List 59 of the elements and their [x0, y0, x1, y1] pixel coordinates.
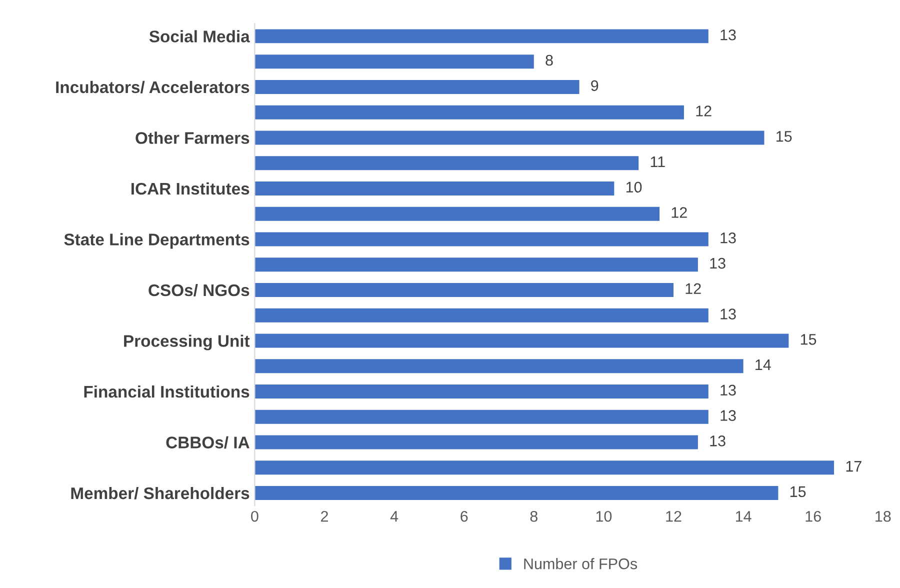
data-label: 12 — [672, 207, 687, 218]
data-label: 12 — [696, 106, 712, 116]
y-tick-label: State Line Departments — [64, 233, 250, 249]
bar — [254, 206, 660, 221]
bar — [254, 130, 764, 145]
data-label: 13 — [720, 384, 736, 396]
data-label: 15 — [776, 131, 792, 142]
y-tick-label: Processing Unit — [124, 334, 250, 350]
bar — [254, 54, 534, 69]
data-label: 8 — [546, 54, 553, 66]
bar — [254, 105, 684, 120]
x-tick-label: 4 — [390, 511, 398, 522]
data-label: 17 — [846, 461, 862, 472]
x-tick-label: 12 — [666, 510, 682, 522]
data-label: 15 — [800, 334, 816, 345]
data-label: 9 — [591, 80, 598, 92]
data-label: 13 — [720, 410, 736, 421]
data-label: 13 — [720, 232, 736, 244]
bar — [254, 156, 639, 170]
x-tick-label: 14 — [736, 511, 752, 522]
data-label: 14 — [756, 360, 771, 370]
y-tick-label: Social Media — [149, 30, 250, 42]
y-tick-label: CBBOs/ IA — [166, 436, 250, 449]
y-tick-label: Financial Institutions — [84, 385, 250, 398]
x-tick-label: 0 — [251, 510, 258, 522]
bar — [254, 232, 708, 246]
data-label: 11 — [650, 156, 665, 168]
data-label: 15 — [790, 486, 806, 498]
bar — [254, 435, 698, 450]
data-label: 13 — [710, 436, 726, 446]
bar — [254, 258, 698, 272]
bar — [254, 80, 580, 94]
data-label: 10 — [626, 182, 642, 193]
y-tick-label: Other Farmers — [136, 132, 250, 144]
y-tick-label: Member/ Shareholders — [71, 486, 250, 500]
bar — [254, 460, 834, 475]
bar — [254, 334, 789, 348]
data-label: 13 — [710, 258, 726, 269]
x-tick-label: 18 — [876, 510, 891, 522]
y-tick-label: Incubators/ Accelerators — [56, 80, 250, 94]
data-label: 12 — [686, 283, 701, 294]
bar — [254, 384, 708, 398]
x-tick-label: 6 — [460, 510, 468, 522]
x-tick-label: 2 — [321, 510, 328, 522]
bar — [254, 283, 674, 297]
data-label: 13 — [720, 308, 736, 320]
y-tick-label: CSOs/ NGOs — [148, 284, 250, 296]
bar — [254, 486, 778, 500]
legend-label: Number of FPOs — [524, 558, 638, 570]
y-tick-label: ICAR Institutes — [132, 182, 250, 195]
x-tick-label: 8 — [530, 510, 538, 522]
bar — [254, 359, 744, 374]
bar — [254, 308, 708, 322]
bar — [254, 29, 708, 44]
data-label: 13 — [720, 29, 736, 40]
bar — [254, 410, 708, 424]
x-tick-label: 16 — [806, 510, 821, 522]
bar — [254, 181, 614, 196]
x-tick-label: 10 — [596, 510, 612, 522]
